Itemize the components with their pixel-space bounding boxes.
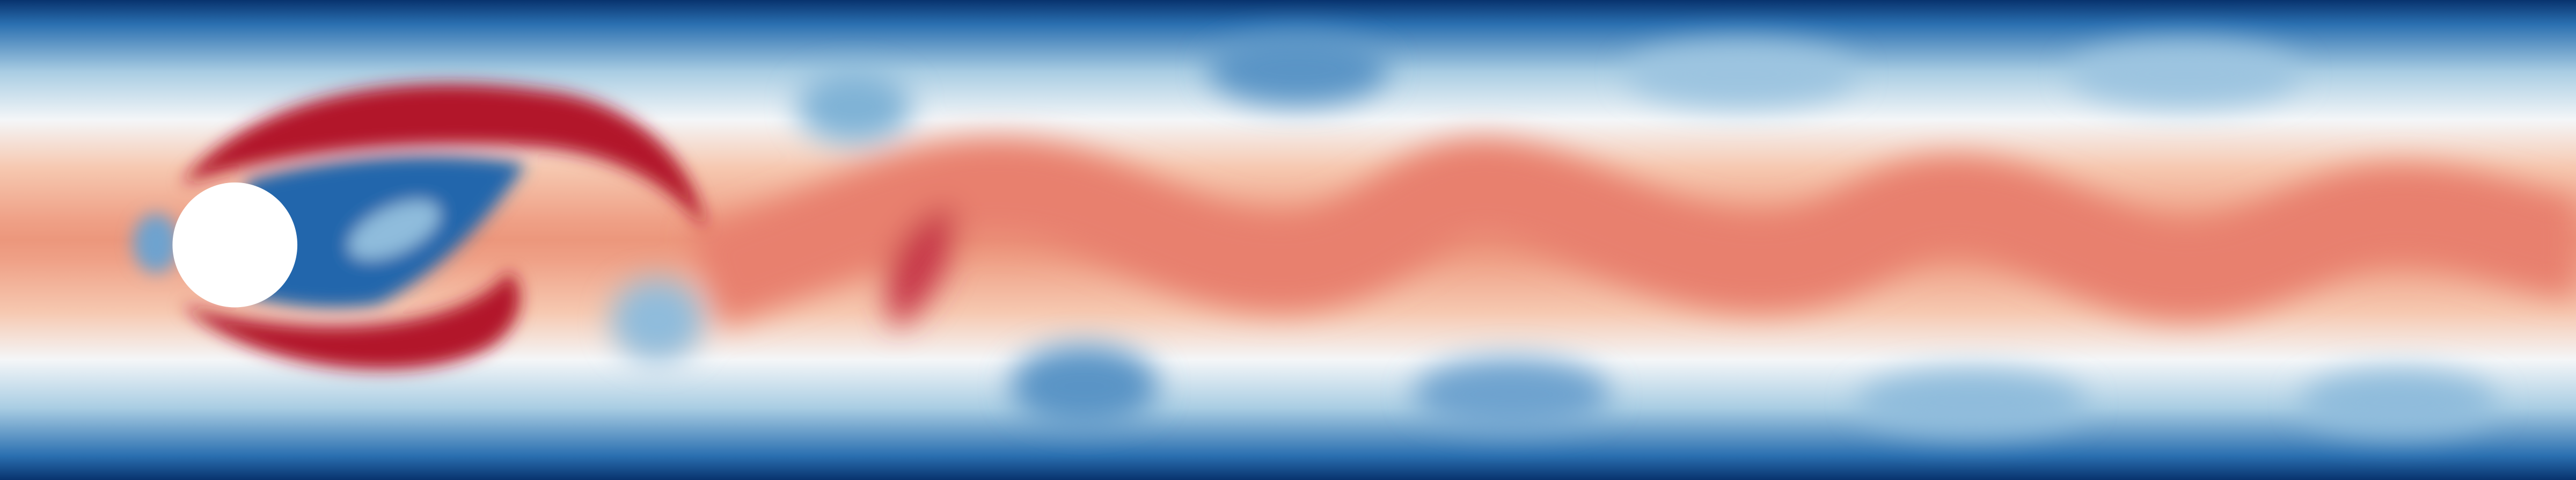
stagnation <box>133 214 179 273</box>
shear-layer <box>180 84 707 230</box>
vortex <box>2300 369 2498 436</box>
vortex <box>1626 41 1857 107</box>
vortex <box>1208 33 1388 105</box>
recirculation <box>348 200 440 260</box>
vortex-street <box>611 33 2576 436</box>
vortex <box>1413 358 1610 431</box>
vortex <box>887 205 955 329</box>
wavy-core <box>691 139 2576 326</box>
cylinder <box>172 182 298 308</box>
vortex <box>611 279 704 362</box>
vortex <box>1856 369 2087 436</box>
shear-layer <box>180 271 521 370</box>
wake <box>133 84 707 370</box>
vortex <box>1010 345 1159 428</box>
vortex <box>796 70 912 143</box>
vortex <box>2070 41 2300 107</box>
